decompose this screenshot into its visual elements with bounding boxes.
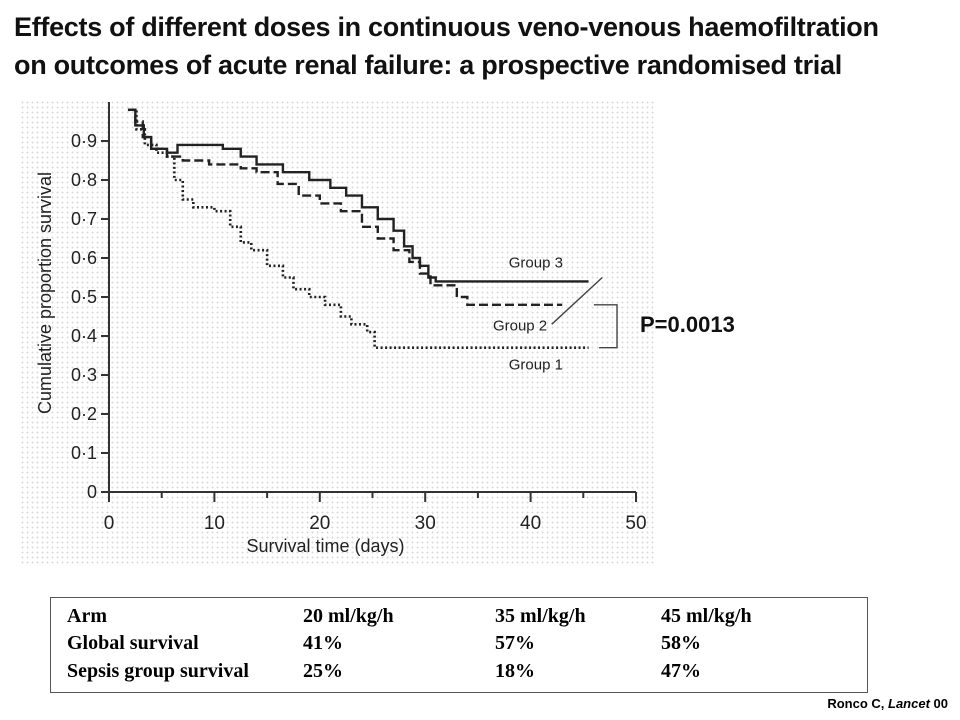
km-curve-group-2 xyxy=(127,108,563,306)
p-value-label: P=0.0013 xyxy=(640,312,735,337)
results-table: Arm 20 ml/kg/h 35 ml/kg/h 45 ml/kg/h Glo… xyxy=(50,597,868,693)
table-cell: 57% xyxy=(495,632,535,654)
table-cell: Arm xyxy=(67,605,107,627)
title-line-1: Effects of different doses in continuous… xyxy=(14,12,879,42)
citation-journal: Lancet xyxy=(888,696,930,711)
table-cell: 25% xyxy=(303,660,343,682)
y-tick-label: 0·3 xyxy=(71,365,97,385)
table-cell: 45 ml/kg/h xyxy=(661,605,752,627)
x-tick-label: 50 xyxy=(625,513,646,534)
y-tick-label: 0·7 xyxy=(71,209,97,229)
table-cell: 58% xyxy=(661,632,701,654)
km-curve-group-3 xyxy=(127,108,589,283)
x-tick-label: 0 xyxy=(104,513,115,534)
y-tick-label: 0·8 xyxy=(71,170,97,190)
citation-year: 00 xyxy=(929,696,948,711)
citation-author: Ronco C, xyxy=(827,696,889,711)
x-tick-label: 20 xyxy=(309,513,330,534)
x-tick-label: 30 xyxy=(415,513,436,534)
slide-title: Effects of different doses in continuous… xyxy=(14,8,954,84)
table-cell: 20 ml/kg/h xyxy=(303,605,394,627)
y-tick-label: 0 xyxy=(87,482,97,502)
bracket-diagonal xyxy=(551,276,603,325)
table-cell: Sepsis group survival xyxy=(67,660,249,682)
x-axis-title: Survival time (days) xyxy=(246,536,404,556)
x-tick-label: 40 xyxy=(520,513,541,534)
series-label: Group 3 xyxy=(509,255,563,272)
y-tick-label: 0·4 xyxy=(71,326,97,346)
y-tick-label: 0·6 xyxy=(71,248,97,268)
series-label: Group 2 xyxy=(493,317,547,334)
title-line-2: on outcomes of acute renal failure: a pr… xyxy=(14,50,842,80)
y-tick-label: 0·9 xyxy=(71,131,97,151)
survival-chart: 0 0·1 0·2 0·3 0·4 0·5 0·6 0·7 0·8 0·9 0 10 20 30 40 50 S… xyxy=(20,100,656,566)
table-cell: 47% xyxy=(661,660,701,682)
table-cell: 41% xyxy=(303,632,343,654)
km-plot: 0 0·1 0·2 0·3 0·4 0·5 0·6 0·7 0·8 0·9 0 10 20 30 40 50 S… xyxy=(35,102,647,556)
y-tick-label: 0·2 xyxy=(71,404,97,424)
citation: Ronco C, Lancet 00 xyxy=(827,696,948,711)
table-cell: Global survival xyxy=(67,632,199,654)
significance-bracket xyxy=(593,304,618,349)
y-tick-label: 0·5 xyxy=(71,287,97,307)
x-tick-label: 10 xyxy=(204,513,225,534)
series-label: Group 1 xyxy=(509,356,563,373)
y-tick-label: 0·1 xyxy=(71,443,97,463)
table-cell: 18% xyxy=(495,660,535,682)
table-cell: 35 ml/kg/h xyxy=(495,605,586,627)
y-axis-title: Cumulative proportion survival xyxy=(35,172,55,414)
